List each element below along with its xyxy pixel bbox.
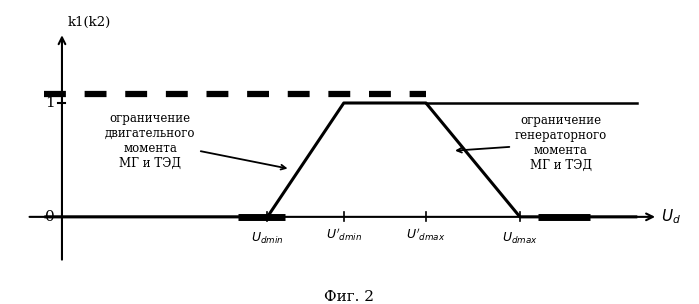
Text: Фиг. 2: Фиг. 2 bbox=[324, 290, 375, 304]
Text: $U_d$: $U_d$ bbox=[661, 208, 681, 226]
Text: $U_{dmax}$: $U_{dmax}$ bbox=[502, 230, 538, 246]
Text: $U_{dmin}$: $U_{dmin}$ bbox=[251, 230, 284, 246]
Text: 1: 1 bbox=[45, 96, 55, 110]
Text: $U'_{dmax}$: $U'_{dmax}$ bbox=[406, 226, 446, 243]
Text: ограничение
двигательного
момента
МГ и ТЭД: ограничение двигательного момента МГ и Т… bbox=[105, 112, 286, 170]
Text: 0: 0 bbox=[45, 210, 55, 224]
Text: $U'_{dmin}$: $U'_{dmin}$ bbox=[326, 226, 362, 243]
Text: k1(k2): k1(k2) bbox=[68, 16, 111, 29]
Text: ограничение
генераторного
момента
МГ и ТЭД: ограничение генераторного момента МГ и Т… bbox=[457, 114, 607, 172]
